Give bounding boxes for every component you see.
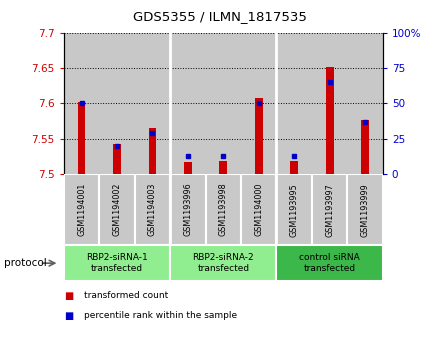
Text: GSM1193999: GSM1193999 <box>360 183 370 237</box>
Bar <box>361 121 369 174</box>
Bar <box>241 33 276 174</box>
Text: GSM1193997: GSM1193997 <box>325 183 334 237</box>
Text: control siRNA
transfected: control siRNA transfected <box>299 253 360 273</box>
Bar <box>205 33 241 174</box>
Bar <box>99 174 135 245</box>
Text: GSM1194003: GSM1194003 <box>148 183 157 236</box>
Bar <box>170 245 276 281</box>
Bar <box>312 174 347 245</box>
Text: RBP2-siRNA-1
transfected: RBP2-siRNA-1 transfected <box>86 253 148 273</box>
Text: GSM1194001: GSM1194001 <box>77 183 86 236</box>
Text: RBP2-siRNA-2
transfected: RBP2-siRNA-2 transfected <box>192 253 254 273</box>
Bar <box>276 174 312 245</box>
Bar <box>184 162 192 174</box>
Bar <box>135 174 170 245</box>
Bar <box>347 174 383 245</box>
Bar <box>290 161 298 174</box>
Bar <box>64 245 170 281</box>
Text: GSM1194000: GSM1194000 <box>254 183 263 236</box>
Bar <box>312 33 347 174</box>
Bar <box>347 33 383 174</box>
Bar <box>255 98 263 174</box>
Bar <box>220 161 227 174</box>
Bar <box>170 174 205 245</box>
Text: GSM1193996: GSM1193996 <box>183 183 192 236</box>
Bar <box>77 102 85 174</box>
Bar <box>135 33 170 174</box>
Bar <box>276 245 383 281</box>
Text: GSM1194002: GSM1194002 <box>113 183 121 236</box>
Bar <box>99 33 135 174</box>
Text: GSM1193995: GSM1193995 <box>290 183 299 237</box>
Bar <box>64 174 99 245</box>
Bar <box>170 33 205 174</box>
Text: GSM1193998: GSM1193998 <box>219 183 228 236</box>
Bar <box>149 128 156 174</box>
Bar <box>64 33 99 174</box>
Text: percentile rank within the sample: percentile rank within the sample <box>84 311 237 320</box>
Bar <box>326 67 334 174</box>
Text: protocol: protocol <box>4 258 47 268</box>
Text: transformed count: transformed count <box>84 291 168 300</box>
Bar <box>113 144 121 174</box>
Bar <box>241 174 276 245</box>
Text: ■: ■ <box>64 291 73 301</box>
Text: GDS5355 / ILMN_1817535: GDS5355 / ILMN_1817535 <box>133 10 307 23</box>
Bar <box>276 33 312 174</box>
Text: ■: ■ <box>64 311 73 321</box>
Bar <box>205 174 241 245</box>
